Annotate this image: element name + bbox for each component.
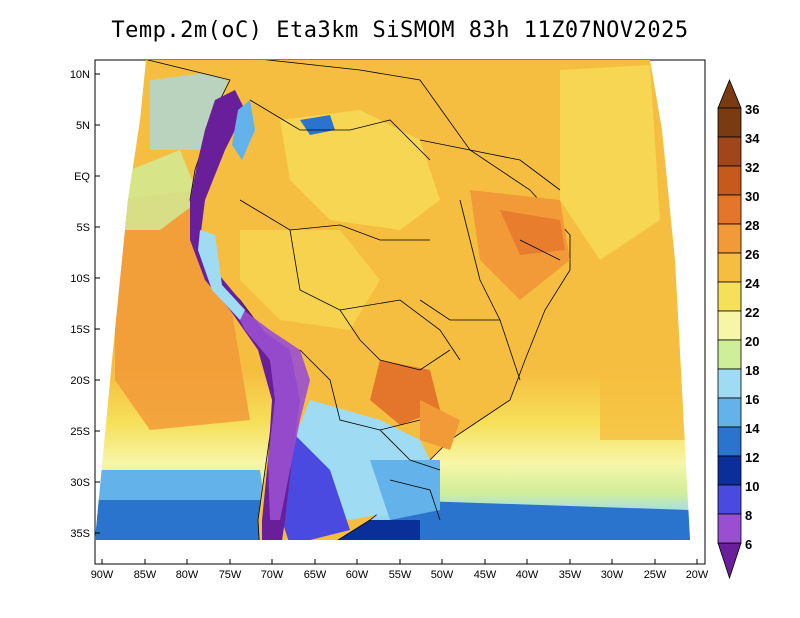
lon-label: 75W <box>219 569 242 581</box>
lat-label: 20S <box>70 375 90 387</box>
lon-label: 50W <box>431 569 454 581</box>
lon-label: 30W <box>601 569 624 581</box>
colorbar-swatch <box>717 368 742 399</box>
map-title: Temp.2m(oC) Eta3km SiSMOM 83h 11Z07NOV20… <box>111 18 689 43</box>
colorbar-label: 12 <box>745 450 759 465</box>
colorbar-top-arrow <box>717 78 742 109</box>
colorbar-label: 10 <box>745 479 759 494</box>
colorbar-label: 28 <box>745 218 759 233</box>
lat-label: 10S <box>70 273 90 285</box>
lon-label: 60W <box>346 569 369 581</box>
lon-label: 85W <box>134 569 157 581</box>
lon-label: 55W <box>389 569 412 581</box>
colorbar-swatch <box>717 107 742 138</box>
colorbar-swatch <box>717 136 742 167</box>
lat-label: 30S <box>70 477 90 489</box>
colorbar-swatch <box>717 397 742 428</box>
lat-label: 10N <box>70 69 90 81</box>
colorbar-swatch <box>717 194 742 225</box>
lat-label: 5N <box>76 120 90 132</box>
colorbar-swatch <box>717 165 742 196</box>
lon-label: 45W <box>474 569 497 581</box>
colorbar-swatch <box>717 455 742 486</box>
colorbar-swatch <box>717 484 742 515</box>
lon-label: 70W <box>261 569 284 581</box>
lon-label: 35W <box>559 569 582 581</box>
lat-label: 5S <box>77 222 90 234</box>
colorbar-label: 22 <box>745 305 759 320</box>
lon-label: 20W <box>686 569 709 581</box>
lat-label: 25S <box>70 426 90 438</box>
colorbar-bottom-arrow <box>717 542 742 580</box>
lat-label: 35S <box>70 528 90 540</box>
lat-label: 15S <box>70 324 90 336</box>
lon-label: 80W <box>176 569 199 581</box>
colorbar-label: 14 <box>745 421 760 436</box>
colorbar-label: 26 <box>745 247 759 262</box>
colorbar-swatch <box>717 252 742 283</box>
country-borders <box>239 99 561 521</box>
lon-label: 90W <box>91 569 114 581</box>
colorbar-swatch <box>717 223 742 254</box>
lon-label: 25W <box>644 569 667 581</box>
colorbar-swatch <box>717 281 742 312</box>
colorbar-label: 24 <box>745 276 760 291</box>
colorbar-label: 36 <box>745 102 759 117</box>
latitude-axis: 10N 5N EQ 5S 10S 15S 20S 25S 30S 35S <box>70 69 100 540</box>
colorbar-label: 20 <box>745 334 759 349</box>
colorbar: 36 34 32 30 28 26 24 22 20 18 16 14 12 1… <box>717 78 760 580</box>
colorbar-label: 6 <box>745 537 752 552</box>
lon-label: 65W <box>304 569 327 581</box>
colorbar-label: 18 <box>745 363 759 378</box>
colorbar-swatch <box>717 513 742 544</box>
colorbar-swatch <box>717 426 742 457</box>
lon-label: 40W <box>516 569 539 581</box>
colorbar-swatch <box>717 339 742 370</box>
colorbar-label: 16 <box>745 392 759 407</box>
lat-label: EQ <box>74 171 90 183</box>
colorbar-label: 32 <box>745 160 759 175</box>
colorbar-label: 30 <box>745 189 759 204</box>
longitude-axis: 90W 85W 80W 75W 70W 65W 60W 55W 50W 45W … <box>91 559 709 581</box>
colorbar-swatch <box>717 310 742 341</box>
colorbar-label: 34 <box>745 131 760 146</box>
temperature-field <box>95 60 690 540</box>
colorbar-label: 8 <box>745 508 752 523</box>
